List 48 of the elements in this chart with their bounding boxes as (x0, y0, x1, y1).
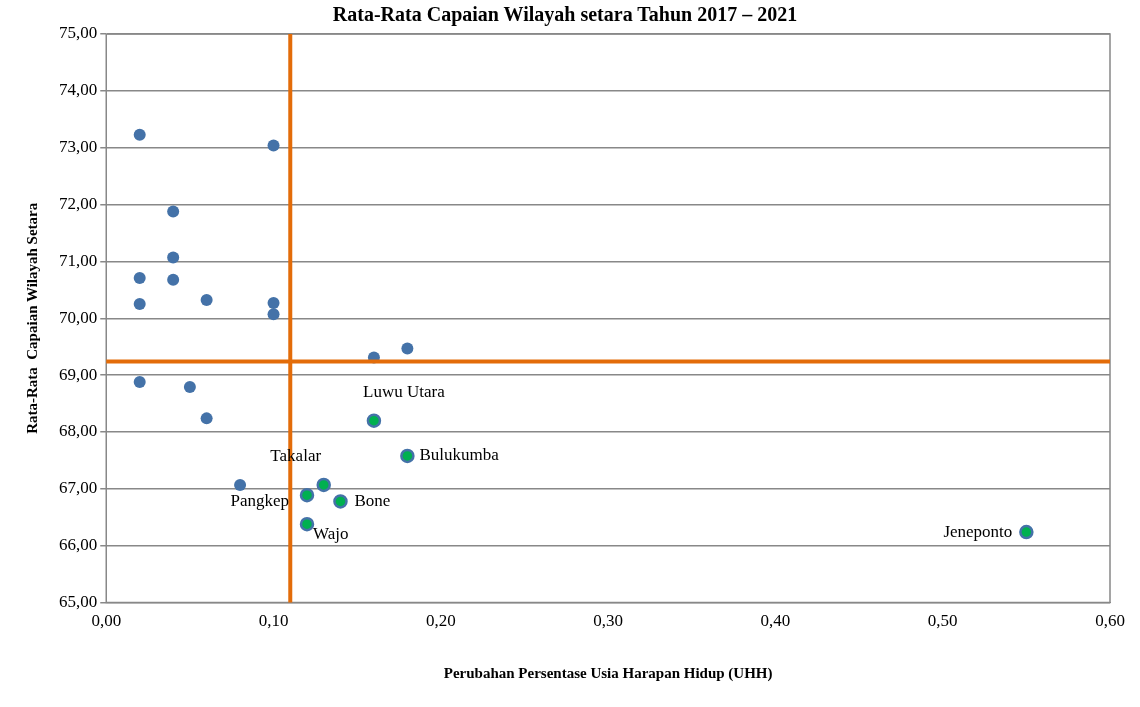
x-tick-label: 0,30 (593, 611, 623, 631)
y-tick-label: 75,00 (59, 23, 98, 43)
x-tick-label: 0,20 (425, 611, 456, 631)
y-tick-label: 69,00 (59, 364, 98, 384)
point (183, 381, 196, 394)
point (200, 294, 213, 307)
point (167, 205, 180, 218)
point (299, 487, 315, 503)
point (200, 412, 213, 425)
y-tick-label: 73,00 (59, 137, 98, 157)
chart-title: Rata-Rata Capaian Wilayah setara Tahun 2017 – 2021 (332, 3, 798, 27)
annotation: Jeneponto (943, 521, 1013, 541)
y-tick-label: 65,00 (59, 592, 98, 612)
point (133, 375, 146, 388)
point (400, 448, 415, 464)
y-tick-label: 72,00 (59, 194, 98, 214)
y-axis-title: Rata-Rata Capaian Wilayah Setara (23, 202, 40, 434)
x-axis-title: Perubahan Persentase Usia Harapan Hidup (UHH) (443, 664, 773, 682)
point (366, 413, 382, 428)
point (133, 128, 146, 141)
x-tick-label: 0,40 (760, 611, 791, 631)
point (167, 273, 180, 286)
annotation: Bulukumba (419, 445, 500, 465)
y-tick-label: 68,00 (59, 421, 98, 441)
point (267, 296, 280, 309)
annotation: Bone (354, 490, 391, 510)
y-tick-label: 67,00 (59, 478, 98, 498)
point (333, 494, 348, 509)
point (299, 516, 315, 532)
x-tick-label: 0,00 (91, 611, 122, 631)
point (267, 308, 280, 321)
point (1019, 524, 1034, 540)
x-tick-label: 0,50 (927, 611, 958, 631)
point (234, 478, 247, 491)
point (401, 342, 414, 355)
point (267, 139, 280, 152)
point (133, 271, 146, 284)
annotation: Luwu Utara (363, 382, 446, 402)
y-tick-label: 70,00 (59, 307, 98, 327)
x-tick-label: 0,60 (1095, 611, 1125, 631)
y-tick-label: 71,00 (59, 250, 98, 270)
annotation: Wajo (313, 523, 349, 543)
y-tick-label: 66,00 (59, 535, 98, 555)
point (167, 251, 180, 264)
y-tick-label: 74,00 (59, 80, 98, 100)
x-tick-label: 0,10 (258, 611, 289, 631)
point (316, 477, 331, 493)
point (133, 298, 146, 311)
